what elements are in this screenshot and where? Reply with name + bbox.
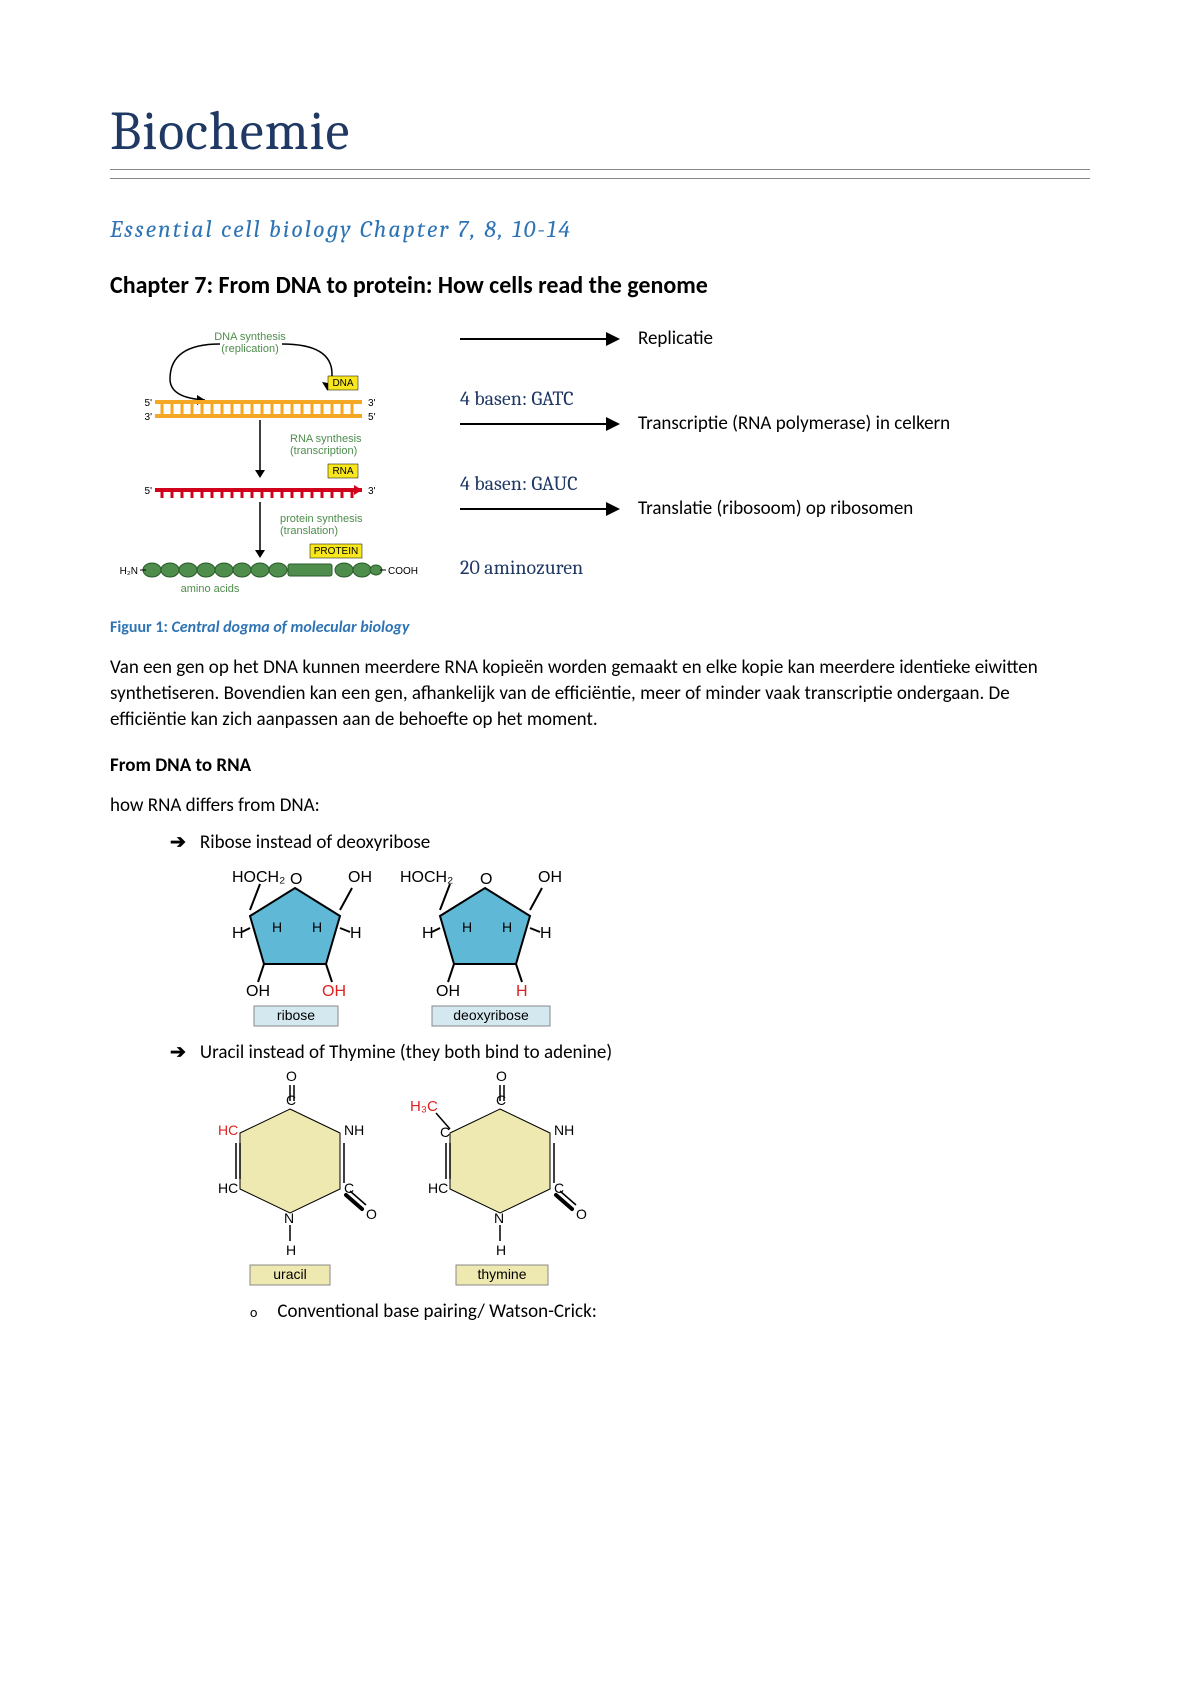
arrow-right-icon	[460, 417, 620, 431]
dna-tag: DNA	[332, 378, 353, 389]
svg-text:HC: HC	[428, 1180, 448, 1196]
dna-synth-label: DNA synthesis	[214, 331, 286, 343]
uracil-thymine-figure: C O HC HC NH C O N H uracil C O H₃C C HC…	[200, 1069, 620, 1289]
svg-text:3': 3'	[368, 486, 376, 497]
bullet-ribose: ➔ Ribose instead of deoxyribose	[170, 831, 1090, 856]
svg-text:OH: OH	[246, 983, 270, 1000]
rna-tag: RNA	[332, 466, 353, 477]
svg-text:H: H	[232, 925, 244, 942]
prot-synth-label: protein synthesis	[280, 513, 363, 525]
circle-bullet-icon: o	[250, 1300, 257, 1327]
ribose-2-oh: OH	[322, 983, 346, 1000]
subheading-rna-differs: how RNA differs from DNA:	[110, 793, 1090, 819]
svg-text:5': 5'	[368, 412, 376, 423]
svg-text:5': 5'	[145, 398, 153, 409]
svg-text:O: O	[286, 1069, 297, 1084]
svg-text:H: H	[312, 919, 322, 935]
annotation-transcriptie: Transcriptie (RNA polymerase) in celkern	[460, 413, 950, 436]
title-underline	[110, 178, 1090, 179]
section-heading-dna-rna: From DNA to RNA	[110, 754, 1090, 777]
svg-text:3': 3'	[368, 398, 376, 409]
svg-text:C: C	[440, 1124, 450, 1140]
arrow-right-icon	[460, 502, 620, 516]
arrow-right-icon	[460, 332, 620, 346]
svg-text:O: O	[496, 1069, 507, 1084]
central-dogma-figure: DNA synthesis (replication) DNA 5' 3' 3'…	[110, 324, 1090, 604]
svg-text:NH: NH	[554, 1122, 574, 1138]
central-dogma-diagram: DNA synthesis (replication) DNA 5' 3' 3'…	[110, 324, 430, 604]
svg-text:5': 5'	[145, 486, 153, 497]
svg-text:HOCH₂: HOCH₂	[400, 869, 453, 886]
thymine-label: thymine	[477, 1266, 526, 1282]
bullet-uracil: ➔ Uracil instead of Thymine (they both b…	[170, 1041, 1090, 1066]
chapter-heading: Chapter 7: From DNA to protein: How cell…	[110, 271, 1090, 300]
translation-label: (translation)	[280, 525, 338, 537]
cooh-label: COOH	[388, 566, 418, 577]
svg-text:O: O	[576, 1206, 587, 1222]
bases-rna-label: 4 basen: GAUC	[460, 472, 578, 496]
svg-text:N: N	[284, 1210, 294, 1226]
annotation-translatie: Translatie (ribosoom) op ribosomen	[460, 498, 950, 521]
svg-text:H: H	[462, 919, 472, 935]
svg-text:HOCH₂: HOCH₂	[232, 869, 285, 886]
sub-bullet-watson-crick: o Conventional base pairing/ Watson-Cric…	[250, 1300, 1090, 1327]
uracil-hc5: HC	[218, 1122, 238, 1138]
arrow-bullet-icon: ➔	[170, 831, 186, 856]
svg-text:H: H	[422, 925, 434, 942]
rna-synth-label: RNA synthesis	[290, 433, 362, 445]
thymine-methyl: H₃C	[410, 1098, 438, 1115]
svg-text:H: H	[350, 925, 362, 942]
svg-text:O: O	[290, 871, 302, 888]
svg-text:O: O	[366, 1206, 377, 1222]
svg-text:OH: OH	[538, 869, 562, 886]
svg-text:O: O	[480, 871, 492, 888]
aminozuren-label: 20 aminozuren	[460, 556, 583, 580]
svg-text:H: H	[272, 919, 282, 935]
protein-tag: PROTEIN	[314, 546, 358, 557]
svg-text:H: H	[502, 919, 512, 935]
svg-text:H: H	[540, 925, 552, 942]
annotation-replicatie: Replicatie	[460, 328, 950, 351]
document-title: Biochemie	[110, 100, 1090, 170]
amino-acids-label: amino acids	[181, 583, 240, 595]
paragraph-1: Van een gen op het DNA kunnen meerdere R…	[110, 655, 1090, 734]
ribose-deoxyribose-figure: HOCH₂ O OH H H H H OH OH ribose HOCH₂ O …	[200, 860, 600, 1030]
transcription-label: (transcription)	[290, 445, 357, 457]
svg-text:N: N	[494, 1210, 504, 1226]
uracil-label: uracil	[273, 1266, 306, 1282]
svg-text:OH: OH	[348, 869, 372, 886]
arrow-bullet-icon: ➔	[170, 1041, 186, 1066]
document-subtitle: Essential cell biology Chapter 7, 8, 10-…	[110, 215, 1090, 243]
figure-1-caption: Figuur 1: Central dogma of molecular bio…	[110, 618, 1090, 637]
svg-text:HC: HC	[218, 1180, 238, 1196]
dogma-annotations: Replicatie 4 basen: GATC Transcriptie (R…	[460, 324, 950, 586]
svg-text:H: H	[286, 1242, 296, 1258]
svg-text:NH: NH	[344, 1122, 364, 1138]
replication-label: (replication)	[221, 343, 278, 355]
svg-text:OH: OH	[436, 983, 460, 1000]
deoxyribose-label: deoxyribose	[453, 1007, 529, 1023]
svg-text:H: H	[496, 1242, 506, 1258]
deoxy-2-h: H	[516, 983, 528, 1000]
ribose-label: ribose	[277, 1007, 315, 1023]
h2n-label: H₂N	[120, 566, 138, 577]
bases-dna-label: 4 basen: GATC	[460, 387, 574, 411]
svg-text:3': 3'	[145, 412, 153, 423]
